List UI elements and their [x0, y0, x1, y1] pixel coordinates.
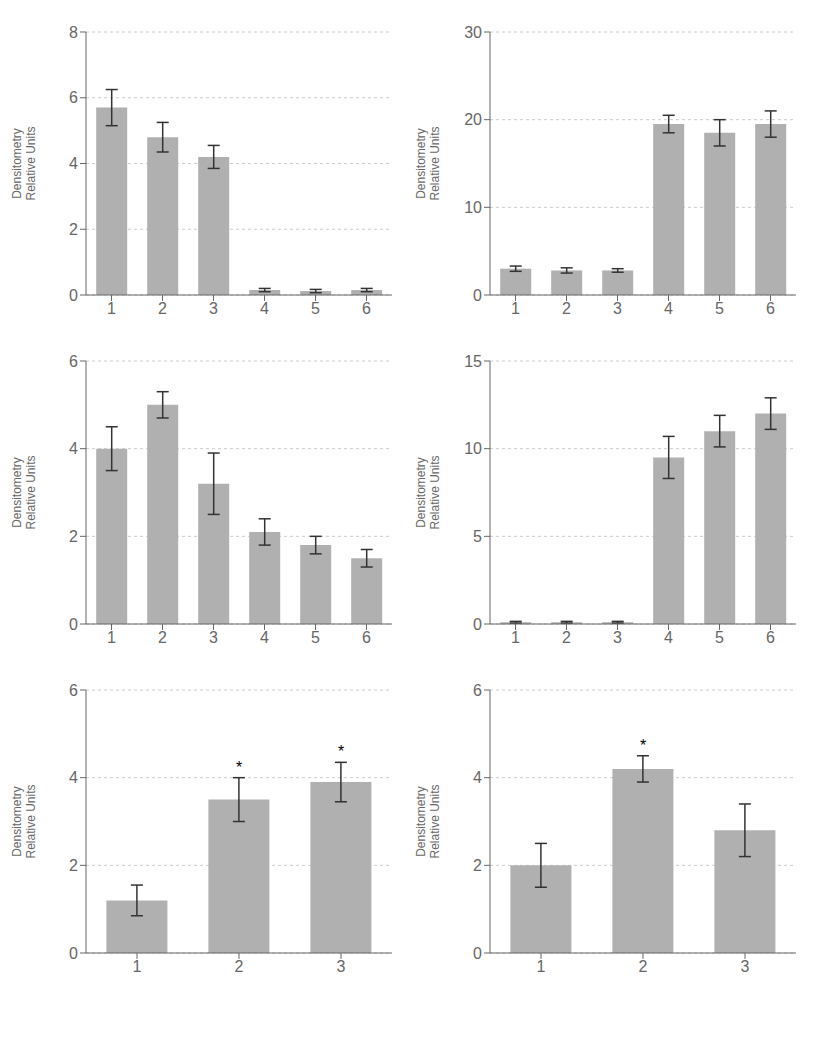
svg-text:DensitometryRelative Units: DensitometryRelative Units	[10, 126, 38, 200]
svg-text:2: 2	[158, 300, 167, 317]
svg-text:1: 1	[511, 300, 520, 317]
svg-text:2: 2	[562, 629, 571, 646]
svg-text:4: 4	[69, 155, 78, 172]
svg-text:5: 5	[311, 300, 320, 317]
svg-text:20: 20	[464, 111, 482, 128]
svg-text:3: 3	[613, 629, 622, 646]
svg-text:6: 6	[69, 353, 78, 370]
svg-text:3: 3	[209, 300, 218, 317]
svg-text:0: 0	[473, 287, 482, 304]
svg-text:8: 8	[69, 24, 78, 41]
svg-text:10: 10	[464, 199, 482, 216]
svg-text:6: 6	[69, 89, 78, 106]
svg-text:4: 4	[69, 440, 78, 457]
svg-text:6: 6	[362, 300, 371, 317]
svg-text:*: *	[640, 737, 646, 754]
svg-text:2: 2	[235, 958, 244, 975]
svg-text:10: 10	[464, 440, 482, 457]
svg-text:30: 30	[464, 24, 482, 41]
svg-text:2: 2	[473, 857, 482, 874]
svg-text:6: 6	[69, 682, 78, 699]
svg-text:1: 1	[537, 958, 546, 975]
svg-text:15: 15	[464, 353, 482, 370]
svg-text:4: 4	[664, 629, 673, 646]
svg-text:2: 2	[562, 300, 571, 317]
svg-text:DensitometryRelative Units: DensitometryRelative Units	[414, 784, 442, 858]
svg-text:4: 4	[664, 300, 673, 317]
svg-text:4: 4	[260, 300, 269, 317]
svg-text:DensitometryRelative Units: DensitometryRelative Units	[414, 126, 442, 200]
svg-text:5: 5	[311, 629, 320, 646]
svg-text:1: 1	[511, 629, 520, 646]
svg-text:4: 4	[69, 769, 78, 786]
svg-text:6: 6	[766, 300, 775, 317]
svg-text:2: 2	[639, 958, 648, 975]
svg-text:0: 0	[69, 616, 78, 633]
svg-text:3: 3	[613, 300, 622, 317]
svg-text:6: 6	[766, 629, 775, 646]
svg-text:6: 6	[473, 682, 482, 699]
svg-text:*: *	[338, 743, 344, 760]
svg-text:3: 3	[209, 629, 218, 646]
svg-text:5: 5	[715, 629, 724, 646]
svg-text:5: 5	[715, 300, 724, 317]
svg-text:2: 2	[69, 221, 78, 238]
svg-text:DensitometryRelative Units: DensitometryRelative Units	[10, 455, 38, 529]
svg-text:1: 1	[107, 629, 116, 646]
svg-text:5: 5	[473, 528, 482, 545]
svg-text:0: 0	[69, 945, 78, 962]
svg-text:DensitometryRelative Units: DensitometryRelative Units	[10, 784, 38, 858]
svg-text:4: 4	[473, 769, 482, 786]
svg-text:4: 4	[260, 629, 269, 646]
svg-text:0: 0	[473, 945, 482, 962]
svg-text:6: 6	[362, 629, 371, 646]
svg-text:1: 1	[107, 300, 116, 317]
svg-text:2: 2	[158, 629, 167, 646]
svg-text:2: 2	[69, 857, 78, 874]
svg-text:0: 0	[69, 287, 78, 304]
svg-text:3: 3	[741, 958, 750, 975]
svg-text:3: 3	[337, 958, 346, 975]
svg-text:DensitometryRelative Units: DensitometryRelative Units	[414, 455, 442, 529]
svg-text:0: 0	[473, 616, 482, 633]
svg-text:2: 2	[69, 528, 78, 545]
svg-text:1: 1	[133, 958, 142, 975]
svg-text:*: *	[236, 759, 242, 776]
